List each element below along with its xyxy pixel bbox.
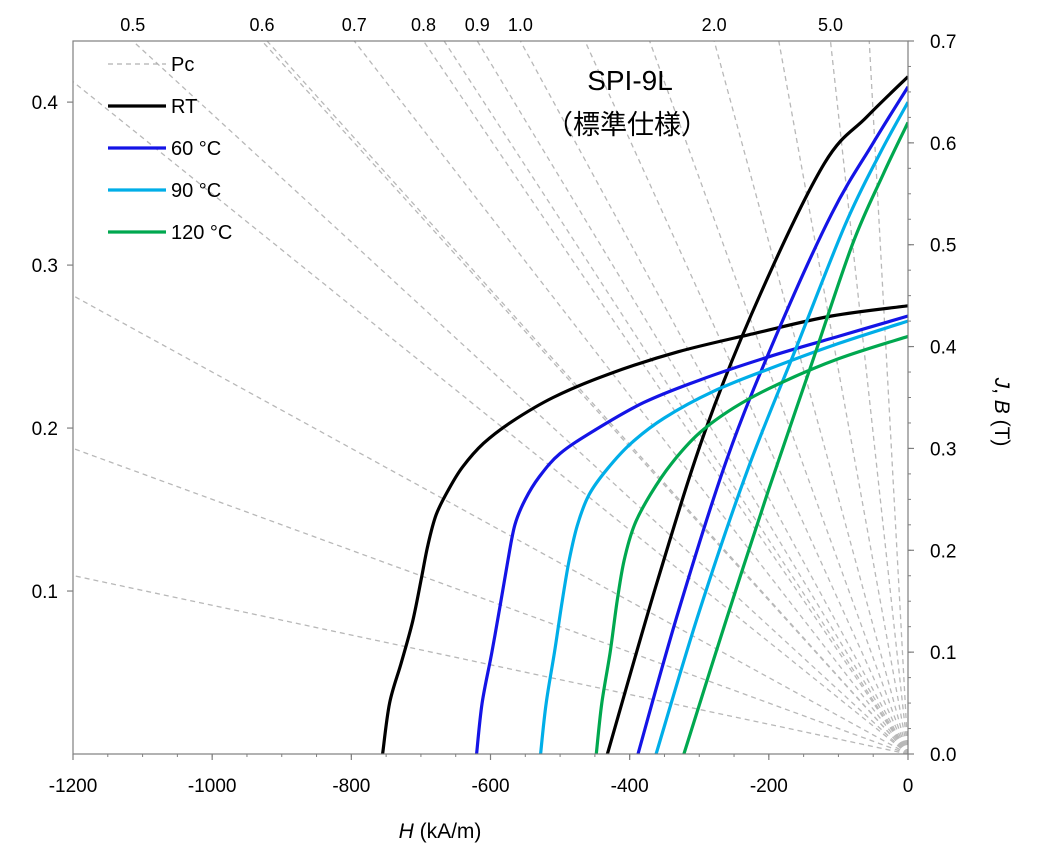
pc-line (266, 41, 908, 754)
y-right-tick-label: 0.6 (930, 134, 956, 155)
pc-label: 2.0 (702, 15, 727, 35)
pc-line (648, 41, 908, 754)
y-left-tick-label: 0.1 (32, 582, 58, 603)
pc-line (713, 41, 908, 754)
series-rt-j-curve (381, 304, 908, 754)
legend-label-rt: RT (171, 96, 197, 118)
legend: Pc RT 60 °C 90 °C 120 °C (108, 54, 232, 244)
x-tick-label: -1200 (49, 776, 98, 797)
x-tick-label: -1000 (188, 776, 237, 797)
pc-label: 0.8 (411, 15, 436, 35)
legend-label-60-c: 60 °C (171, 138, 221, 160)
pc-line (73, 81, 908, 754)
pc-label: 0.6 (249, 15, 274, 35)
pc-label: 0.5 (120, 15, 145, 35)
y-right-tick-label: 0.4 (930, 338, 957, 359)
series-120-c-j-curve (594, 334, 908, 754)
x-tick-label: -600 (471, 776, 509, 797)
pc-label: 5.0 (818, 15, 843, 35)
pc-line (132, 41, 908, 754)
series-120-c-b-curve (682, 121, 908, 754)
x-axis-title: H (kA/m) (399, 820, 482, 843)
pc-line (353, 41, 908, 754)
y-right-tick-label: 0.3 (930, 439, 956, 460)
pc-line (73, 295, 908, 754)
legend-label-90-c: 90 °C (171, 180, 221, 202)
y-right-tick-label: 0.2 (930, 541, 956, 562)
pc-line (829, 41, 908, 754)
pc-line (443, 41, 908, 754)
y-left-tick-label: 0.2 (32, 419, 58, 440)
pc-line (778, 41, 908, 754)
pc-label: 0.7 (342, 15, 367, 35)
x-tick-label: -800 (332, 776, 370, 797)
pc-labels: 0.5 0.6 0.7 0.8 0.9 1.0 2.0 5.0 (120, 15, 843, 35)
chart-title: SPI-9L (587, 65, 673, 96)
series-90-c-j-curve (539, 319, 908, 754)
pc-line (519, 41, 908, 754)
y-axis-title: J, B (T) (990, 377, 1013, 447)
axis-ticks: -1200 -1000 -800 -600 -400 -200 0 0.0 0.1 0.2 0.3 0… (32, 32, 957, 797)
legend-label-120-c: 120 °C (171, 222, 232, 244)
legend-label-pc: Pc (171, 54, 194, 76)
y-right-tick-label: 0.7 (930, 32, 956, 53)
y-left-tick-label: 0.3 (32, 256, 58, 277)
x-tick-label: 0 (903, 776, 914, 797)
pc-label: 1.0 (508, 15, 533, 35)
y-left-tick-label: 0.4 (32, 93, 59, 114)
y-right-tick-label: 0.5 (930, 236, 956, 257)
pc-line (73, 447, 908, 754)
y-right-tick-label: 0.0 (930, 745, 956, 766)
series-rt-b-curve (605, 75, 908, 754)
pc-label: 0.9 (465, 15, 490, 35)
x-tick-label: -400 (611, 776, 649, 797)
series-curves (381, 75, 908, 754)
chart-subtitle: （標準仕様） (546, 110, 708, 141)
x-tick-label: -200 (750, 776, 788, 797)
y-right-tick-label: 0.1 (930, 643, 956, 664)
pc-line (261, 41, 908, 754)
series-60-c-j-curve (475, 314, 908, 754)
series-60-c-b-curve (636, 85, 908, 754)
pc-line (476, 41, 908, 754)
pc-line (584, 41, 908, 754)
pc-lines (73, 41, 908, 754)
